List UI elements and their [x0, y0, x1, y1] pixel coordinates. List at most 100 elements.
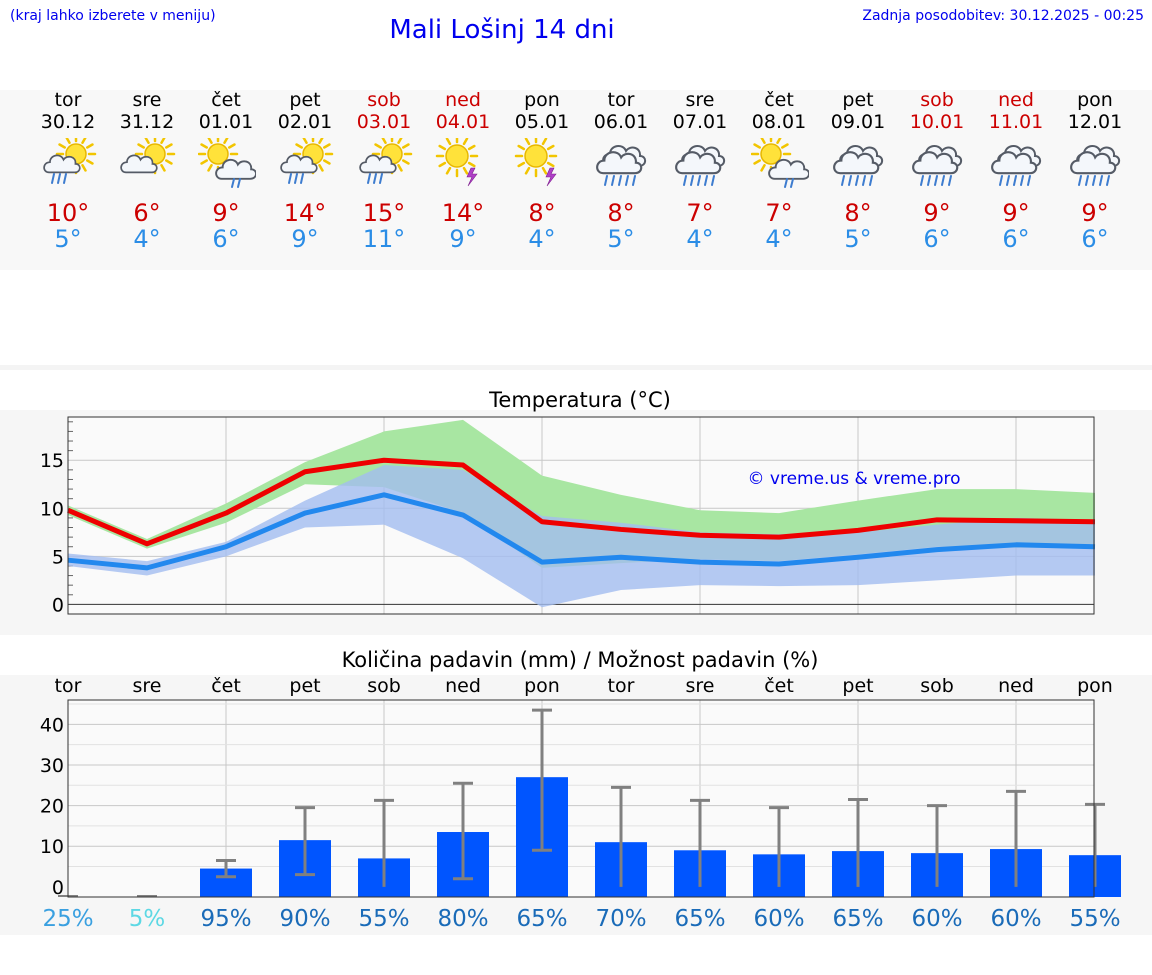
- sun-ray: [524, 166, 530, 175]
- rain-drop: [299, 173, 304, 184]
- rain-drop: [861, 175, 866, 186]
- max-temperature: 7°: [686, 199, 714, 227]
- max-temperature-line: [67, 457, 1096, 547]
- sun-ray: [396, 164, 403, 172]
- day-label: sre: [133, 675, 162, 697]
- min-temperature: 9°: [291, 225, 319, 253]
- min-temperature: 4°: [528, 225, 556, 253]
- location-hint-link[interactable]: (kraj lahko izberete v meniju): [10, 8, 216, 24]
- rain-drop: [682, 175, 687, 186]
- rain-drop: [1084, 175, 1089, 186]
- day-label: sob: [920, 675, 954, 697]
- day-label: čet: [211, 675, 241, 697]
- sun-disc: [759, 143, 782, 165]
- sun-ray: [752, 143, 761, 149]
- page-title: Mali Lošinj 14 dni: [389, 15, 615, 45]
- rain-drop: [919, 175, 924, 186]
- cloud-rain-icon: [1069, 145, 1120, 186]
- rain-drop: [372, 173, 377, 184]
- cloud-outline: [358, 154, 397, 174]
- precipitation-probability: 25%: [42, 906, 93, 932]
- precipitation-probability: 95%: [200, 906, 251, 932]
- sun-ray: [143, 138, 150, 144]
- day-name: sob: [367, 89, 401, 111]
- min-temperature: 6°: [923, 225, 951, 253]
- precipitation-probability: 60%: [911, 906, 962, 932]
- day-label: pet: [289, 675, 320, 697]
- min_range-band: [68, 465, 1095, 608]
- max-temperature: 9°: [1002, 199, 1030, 227]
- day-name: pon: [524, 89, 560, 111]
- precipitation-probability: 65%: [832, 906, 883, 932]
- sun-ray: [80, 164, 87, 172]
- error-bar: [216, 858, 236, 879]
- error-bar: [927, 804, 947, 887]
- rain-drop: [62, 173, 67, 184]
- rain-drop: [631, 175, 636, 186]
- day-name: čet: [211, 89, 241, 111]
- precipitation-probability: 60%: [753, 906, 804, 932]
- cloud-outline: [990, 151, 1037, 175]
- rain-drop: [789, 178, 794, 188]
- min-temperature: 6°: [1002, 225, 1030, 253]
- sun-ray: [401, 159, 410, 165]
- sun-shape: [435, 138, 478, 178]
- sun-disc: [444, 144, 469, 168]
- max-temperature: 15°: [362, 199, 406, 227]
- day-date: 09.01: [830, 111, 886, 133]
- sun-ray: [136, 143, 145, 149]
- cloud-shape: [595, 151, 642, 175]
- y-tick-label: 0: [52, 594, 64, 616]
- max-temperature: 8°: [844, 199, 872, 227]
- cloud-shape: [42, 154, 81, 174]
- cloud-outline: [42, 154, 81, 174]
- plot-frame: [67, 416, 1095, 615]
- cloud-shape: [358, 154, 397, 174]
- rain-drop: [998, 175, 1003, 186]
- sun-ray: [437, 161, 446, 168]
- max-temperature: 14°: [441, 199, 485, 227]
- day-name: ned: [445, 89, 481, 111]
- min-temperature: 5°: [607, 225, 635, 253]
- sun-cloud-rain-icon: [358, 138, 412, 184]
- rain-drop: [1098, 175, 1103, 186]
- max-temperature: 9°: [212, 199, 240, 227]
- min-temperature: 9°: [449, 225, 477, 253]
- sun-shape: [514, 138, 557, 178]
- min-temperature: 6°: [212, 225, 240, 253]
- y-tick-label: 30: [40, 755, 64, 777]
- day-date: 01.01: [198, 111, 254, 133]
- precipitation-probability: 65%: [674, 906, 725, 932]
- max-temperature: 14°: [283, 199, 327, 227]
- day-name: sob: [920, 89, 954, 111]
- max-temperature: 9°: [1081, 199, 1109, 227]
- min-temperature: 5°: [54, 225, 82, 253]
- sun-cloud-icon: [119, 138, 175, 175]
- error-bar: [1085, 802, 1105, 887]
- day-date: 05.01: [514, 111, 570, 133]
- sun-ray: [752, 159, 761, 165]
- min-temperature: 6°: [1081, 225, 1109, 253]
- rain-drop: [1005, 175, 1010, 186]
- sun-ray: [206, 164, 213, 172]
- sun-ray: [227, 143, 236, 149]
- sun-ray: [317, 164, 324, 172]
- cloud-outline: [214, 158, 256, 180]
- sun-ray: [199, 159, 208, 165]
- y-tick-label: 40: [40, 714, 64, 736]
- rain-drop: [854, 175, 859, 186]
- max-temperature: 7°: [765, 199, 793, 227]
- cloud-outline: [595, 151, 642, 175]
- sun-ray: [294, 143, 303, 149]
- precipitation-chart-title: Količina padavin (mm) / Možnost padavin …: [341, 648, 819, 672]
- sun-ray: [541, 138, 547, 146]
- min-temperature: 4°: [765, 225, 793, 253]
- day-date: 31.12: [119, 111, 175, 133]
- y-tick-label: 10: [40, 498, 64, 520]
- rain-drop: [1105, 175, 1110, 186]
- sun-ray: [467, 161, 476, 168]
- day-label: sre: [686, 675, 715, 697]
- cloud-outline: [279, 154, 318, 174]
- sun-ray: [524, 138, 530, 146]
- sun-disc: [523, 144, 548, 168]
